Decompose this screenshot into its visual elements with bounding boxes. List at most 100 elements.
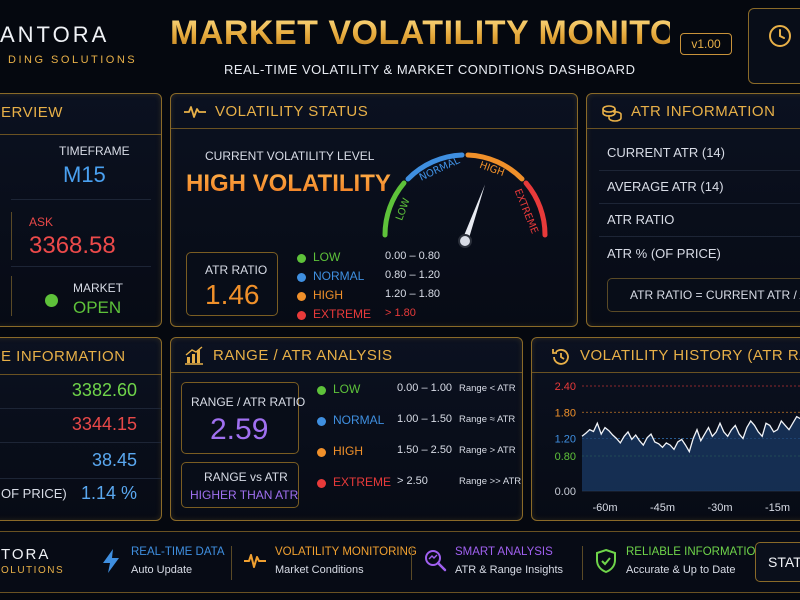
status-button[interactable]: STATU xyxy=(755,542,800,582)
history-line xyxy=(581,415,800,454)
ask-value: 3368.58 xyxy=(29,232,116,259)
legend-name: HIGH xyxy=(313,288,343,302)
analysis-icon xyxy=(425,550,447,572)
legend-name: LOW xyxy=(313,250,341,264)
legend-dot xyxy=(317,479,326,488)
volatility-history-chart: 0.00 0.80 1.20 1.80 2.40 -60m -45m -30m -15m xyxy=(555,381,800,514)
version-badge: v1.00 xyxy=(680,33,732,55)
x-tick-label: -60m xyxy=(592,502,617,514)
gauge-needle xyxy=(462,184,486,243)
feature-desc: Market Conditions xyxy=(275,564,364,576)
atr-info-panel: ATR INFORMATION CURRENT ATR (14) AVERAGE… xyxy=(586,93,800,327)
legend-name: HIGH xyxy=(333,444,363,458)
legend-range: 1.50 – 2.50 xyxy=(397,444,453,456)
legend-desc: Range ≈ ATR xyxy=(459,414,516,425)
legend-dot xyxy=(317,417,326,426)
brand-logo: ANTORA DING SOLUTIONS xyxy=(0,22,150,66)
atr-ratio-box: ATR RATIO 1.46 xyxy=(186,252,278,316)
atr-formula: ATR RATIO = CURRENT ATR / A xyxy=(630,288,800,302)
legend-dot xyxy=(297,292,306,301)
legend-dot xyxy=(317,448,326,457)
clock-widget[interactable] xyxy=(748,8,800,84)
range-vs-atr-value: HIGHER THAN ATR xyxy=(190,488,299,502)
history-icon xyxy=(552,349,569,365)
atr-row-percent: ATR % (OF PRICE) xyxy=(607,246,721,261)
timeframe-label: TIMEFRAME xyxy=(59,144,130,158)
volatility-history-panel: VOLATILITY HISTORY (ATR RATIO) 0.00 0.80 1… xyxy=(531,337,800,521)
current-level-label: CURRENT VOLATILITY LEVEL xyxy=(205,149,375,163)
market-label: MARKET xyxy=(73,281,124,295)
current-level-value: HIGH VOLATILITY xyxy=(186,170,391,197)
atr-formula-box: ATR RATIO = CURRENT ATR / A xyxy=(607,278,800,312)
legend-dot xyxy=(297,311,306,320)
feature-desc: ATR & Range Insights xyxy=(455,564,564,576)
gauge-needle-shape xyxy=(462,184,486,243)
feature-title: RELIABLE INFORMATION xyxy=(626,546,764,558)
x-tick-label: -15m xyxy=(765,502,790,514)
volatility-gauge xyxy=(382,152,548,248)
atr-info-title: ATR INFORMATION xyxy=(631,103,776,120)
legend-desc: Range > ATR xyxy=(459,445,516,456)
legend-dot xyxy=(297,254,306,263)
footer-divider xyxy=(411,546,412,580)
atr-ratio-value: 1.46 xyxy=(205,279,260,310)
volatility-legend-item: HIGH 1.20 – 1.80 xyxy=(297,288,467,304)
footer-bar: TORA OLUTIONS REAL-TIME DATA Auto Update V… xyxy=(0,531,800,593)
legend-range: 0.80 – 1.20 xyxy=(385,269,441,281)
brand-name: ANTORA xyxy=(0,22,110,47)
page-subtitle: REAL-TIME VOLATILITY & MARKET CONDITIONS… xyxy=(224,62,636,77)
pulse-icon xyxy=(244,554,266,568)
legend-range: 1.00 – 1.50 xyxy=(397,413,453,425)
x-tick-label: -45m xyxy=(650,502,675,514)
legend-name: NORMAL xyxy=(333,413,385,427)
volatility-status-title: VOLATILITY STATUS xyxy=(215,103,369,120)
atr-row-current: CURRENT ATR (14) xyxy=(607,145,725,160)
market-value: OPEN xyxy=(73,298,122,317)
y-tick-label: 2.40 xyxy=(555,381,576,393)
legend-range: 1.20 – 1.80 xyxy=(385,288,441,300)
legend-range: 0.00 – 1.00 xyxy=(397,382,453,394)
volatility-legend-item: LOW 0.00 – 0.80 xyxy=(297,250,467,266)
footer-feature: SMART ANALYSIS ATR & Range Insights xyxy=(423,542,593,584)
legend-desc: Range >> ATR xyxy=(459,476,522,487)
overview-title: ERVIEW xyxy=(1,104,63,121)
legend-desc: Range < ATR xyxy=(459,383,516,394)
range-low-value: 3344.15 xyxy=(71,414,137,434)
volatility-legend-item: NORMAL 0.80 – 1.20 xyxy=(297,269,467,285)
timeframe-value: M15 xyxy=(63,162,106,187)
atr-row-ratio: ATR RATIO xyxy=(607,212,675,227)
market-status-dot xyxy=(45,294,58,307)
status-button-label: STATU xyxy=(768,554,800,570)
footer-feature: VOLATILITY MONITORING Market Conditions xyxy=(243,542,417,584)
atr-row-average: AVERAGE ATR (14) xyxy=(607,179,724,194)
legend-range: 0.00 – 0.80 xyxy=(385,250,441,262)
range-atr-ratio-label: RANGE / ATR RATIO xyxy=(191,395,306,409)
footer-brand-tagline: OLUTIONS xyxy=(1,565,65,576)
legend-name: NORMAL xyxy=(313,269,365,283)
feature-title: VOLATILITY MONITORING xyxy=(275,546,417,558)
range-high-value: 3382.60 xyxy=(71,380,137,400)
y-tick-label: 0.00 xyxy=(555,486,576,498)
volatility-status-panel: VOLATILITY STATUS CURRENT VOLATILITY LEV… xyxy=(170,93,578,327)
feature-desc: Accurate & Up to Date xyxy=(626,564,736,576)
feature-desc: Auto Update xyxy=(131,564,193,576)
lightning-icon xyxy=(103,549,119,573)
legend-name: LOW xyxy=(333,382,361,396)
shield-check-icon xyxy=(596,548,616,574)
range-pct-label: OF PRICE) xyxy=(1,486,67,501)
legend-range: > 2.50 xyxy=(397,475,428,487)
y-tick-label: 1.80 xyxy=(555,407,576,419)
pulse-icon xyxy=(184,106,206,118)
range-size-value: 38.45 xyxy=(91,450,137,470)
range-info-title: E INFORMATION xyxy=(1,348,126,365)
history-area xyxy=(582,416,800,491)
legend-range: > 1.80 xyxy=(385,307,416,319)
footer-brand-name: TORA xyxy=(1,546,51,563)
range-atr-ratio-box: RANGE / ATR RATIO 2.59 xyxy=(181,382,305,454)
x-tick-label: -30m xyxy=(707,502,732,514)
footer-feature: REAL-TIME DATA Auto Update xyxy=(99,542,269,584)
legend-dot xyxy=(297,273,306,282)
legend-dot xyxy=(317,386,326,395)
range-legend-item: NORMAL 1.00 – 1.50 Range ≈ ATR xyxy=(317,413,517,429)
feature-title: SMART ANALYSIS xyxy=(455,546,553,558)
